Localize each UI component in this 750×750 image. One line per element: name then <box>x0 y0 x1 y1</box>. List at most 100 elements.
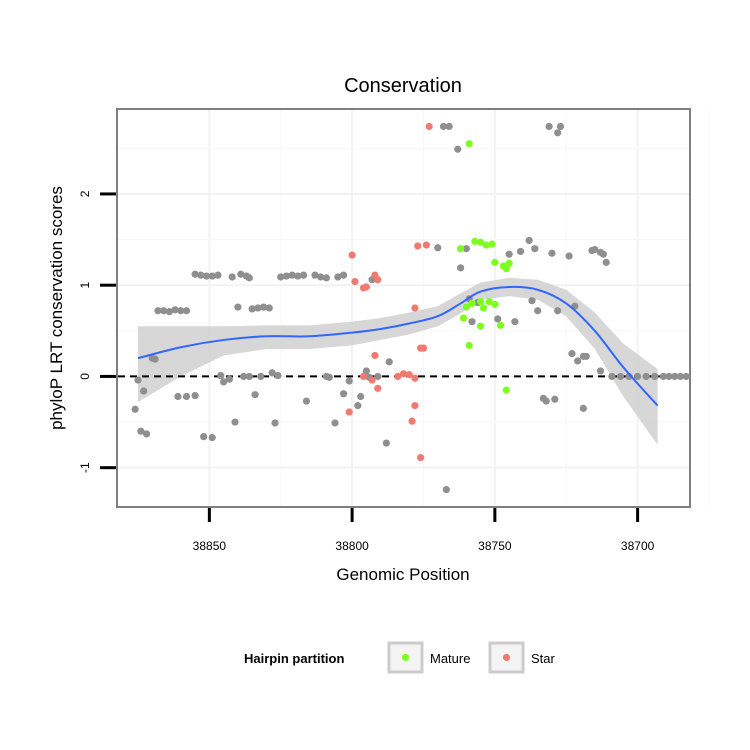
point-other <box>191 270 199 278</box>
point-other <box>554 129 562 137</box>
point-other <box>534 307 542 315</box>
point-other <box>642 372 650 381</box>
point-mature <box>479 304 488 312</box>
legend-label-mature: Mature <box>430 651 470 666</box>
chart-title: Conservation <box>344 75 462 97</box>
point-other <box>182 307 191 315</box>
point-other <box>591 246 599 254</box>
point-other <box>608 372 616 381</box>
smooth-line-group <box>137 285 659 407</box>
point-star <box>414 242 422 250</box>
point-other <box>345 377 353 385</box>
point-other <box>214 271 222 279</box>
y-tick-label: 2 <box>78 190 92 197</box>
point-other <box>339 271 348 279</box>
point-other <box>322 274 331 282</box>
point-other <box>542 397 550 405</box>
point-mature <box>471 237 479 245</box>
point-other <box>282 272 291 280</box>
point-other <box>131 405 139 413</box>
point-star <box>419 344 428 352</box>
point-other <box>442 485 450 494</box>
point-other <box>245 372 253 381</box>
point-other <box>237 270 245 278</box>
point-other <box>208 433 216 442</box>
point-star <box>417 454 425 462</box>
point-star <box>371 351 379 360</box>
point-star <box>362 283 370 291</box>
point-other <box>462 245 470 253</box>
point-star <box>411 304 419 312</box>
point-other <box>220 378 228 386</box>
point-star <box>411 374 419 382</box>
point-mature <box>459 314 468 322</box>
point-mature <box>465 140 473 148</box>
y-tick-label: -1 <box>78 462 92 473</box>
x-tick-label: 38750 <box>478 539 512 553</box>
point-other <box>288 271 296 279</box>
point-other <box>651 372 659 381</box>
point-mature <box>462 303 470 311</box>
point-other <box>599 250 607 258</box>
point-mature <box>476 322 485 330</box>
point-mature <box>488 240 496 248</box>
point-other <box>331 419 339 427</box>
point-other <box>362 367 370 375</box>
point-other <box>174 392 182 401</box>
y-tick-label: 1 <box>78 282 92 289</box>
x-tick-label: 38850 <box>193 539 227 553</box>
point-other <box>191 391 199 400</box>
point-other <box>511 318 519 326</box>
point-other <box>265 304 273 312</box>
point-other <box>385 358 393 366</box>
point-other <box>382 439 390 447</box>
point-other <box>208 272 216 280</box>
point-other <box>374 372 382 381</box>
legend-title: Hairpin partition <box>244 651 344 666</box>
x-tick-label: 38800 <box>335 539 369 553</box>
point-star <box>405 371 413 379</box>
legend-dot-star <box>502 653 511 662</box>
point-other <box>271 419 279 427</box>
point-other <box>339 390 348 398</box>
point-star <box>408 417 416 425</box>
point-mature <box>465 341 473 350</box>
point-other <box>294 272 302 280</box>
point-other <box>357 392 365 401</box>
point-mature <box>482 241 490 249</box>
point-other <box>234 303 242 311</box>
point-other <box>439 122 448 131</box>
point-mature <box>468 299 476 308</box>
point-other <box>311 271 319 279</box>
point-other <box>277 273 285 281</box>
point-other <box>154 307 162 315</box>
point-other <box>602 258 610 266</box>
point-other <box>516 247 525 256</box>
point-star <box>411 402 419 410</box>
point-other <box>582 352 590 360</box>
point-other <box>268 369 276 377</box>
x-axis-label: Genomic Position <box>336 565 469 584</box>
point-other <box>177 307 185 315</box>
point-other <box>142 430 151 438</box>
point-other <box>151 355 159 363</box>
point-other <box>434 244 442 252</box>
point-other <box>616 372 625 381</box>
point-other <box>531 245 539 253</box>
point-other <box>245 274 253 282</box>
y-tick-label: 0 <box>78 373 92 380</box>
point-other <box>165 308 173 316</box>
point-star <box>422 241 430 249</box>
point-other <box>682 372 690 381</box>
point-other <box>274 371 282 380</box>
point-other <box>240 372 248 381</box>
point-other <box>200 433 208 441</box>
point-other <box>454 145 462 153</box>
point-other <box>354 402 362 410</box>
plot-panel <box>116 108 691 508</box>
point-other <box>134 376 142 384</box>
point-mature <box>505 259 513 267</box>
point-other <box>545 122 553 131</box>
point-star <box>425 122 433 131</box>
